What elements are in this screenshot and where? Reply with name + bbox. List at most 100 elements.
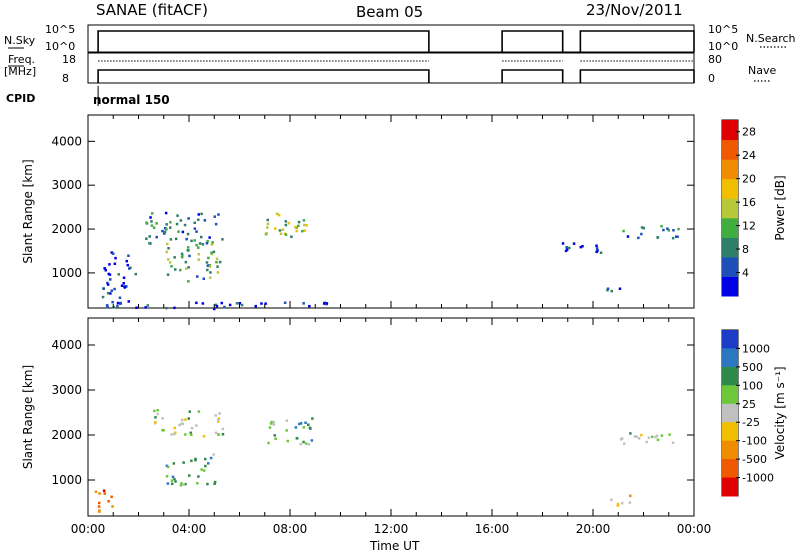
- power-echo-cell: [606, 287, 610, 290]
- velocity-echo-cell: [206, 482, 209, 486]
- power-echo-cell: [181, 254, 184, 257]
- velocity-echo-cell: [170, 479, 174, 482]
- power-echo-cell: [123, 286, 126, 289]
- velocity-colorbar-label: -1000: [742, 472, 774, 485]
- power-echo-cell: [208, 236, 211, 239]
- power-echo-cell: [565, 246, 568, 249]
- power-echo-cell: [135, 306, 138, 309]
- power-echo-cell: [170, 265, 173, 268]
- power-echo-cell: [188, 254, 191, 258]
- power-colorbar-swatch: [722, 139, 738, 160]
- velocity-echo-cell: [651, 435, 654, 439]
- power-echo-cell: [150, 220, 153, 223]
- power-echo-cell: [176, 214, 179, 217]
- power-echo-cell: [218, 260, 222, 264]
- velocity-echo-cell: [655, 434, 659, 438]
- power-echo-cell: [110, 289, 113, 292]
- velocity-echo-cell: [310, 439, 314, 442]
- freq-unit: [MHz]: [4, 65, 36, 78]
- power-echo-cell: [148, 235, 151, 238]
- velocity-echo-cell: [188, 410, 191, 413]
- power-echo-cell: [266, 218, 269, 222]
- velocity-echo-cell: [156, 409, 159, 412]
- power-echo-cell: [150, 224, 154, 227]
- freq-trace-segment: [501, 69, 564, 83]
- beam-label: Beam 05: [356, 3, 424, 21]
- velocity-echo-cell: [302, 426, 305, 429]
- power-echo-cell: [113, 262, 117, 265]
- time-axis-label: Time UT: [369, 539, 420, 553]
- power-colorbar-label: 8: [742, 243, 749, 256]
- power-echo-cell: [660, 225, 663, 228]
- velocity-echo-cell: [213, 482, 216, 485]
- velocity-echo-cell: [190, 433, 193, 436]
- velocity-echo-cell: [170, 433, 173, 436]
- power-echo-cell: [207, 256, 210, 260]
- velocity-echo-cell: [629, 494, 632, 498]
- power-echo-cell: [599, 251, 603, 254]
- power-echo-cell: [165, 223, 168, 226]
- velocity-echo-cell: [197, 475, 200, 478]
- power-echo-cell: [165, 250, 168, 254]
- velocity-echo-cell: [98, 501, 101, 505]
- velocity-echo-cell: [166, 482, 170, 485]
- power-echo-cell: [277, 213, 281, 217]
- power-echo-cell: [675, 235, 678, 238]
- velocity-echo-cell: [204, 457, 207, 461]
- velocity-echo-cell: [217, 420, 220, 423]
- power-echo-cell: [127, 254, 130, 257]
- power-echo-cell: [290, 235, 293, 238]
- power-echo-cell: [111, 300, 114, 304]
- power-echo-cell: [106, 291, 110, 295]
- power-echo-cell: [200, 212, 203, 216]
- velocity-echo-cell: [174, 480, 177, 483]
- cpid-label: CPID: [6, 92, 35, 105]
- freq-tick-low: 8: [62, 72, 69, 85]
- power-echo-cell: [108, 263, 111, 266]
- velocity-echo-cell: [196, 482, 199, 485]
- power-echo-cell: [201, 302, 205, 305]
- velocity-echo-cell: [633, 435, 637, 438]
- power-echo-cell: [195, 301, 198, 305]
- power-colorbar-label: 28: [742, 126, 756, 139]
- power-echo-cell: [177, 230, 180, 233]
- freq-tick-high: 18: [62, 53, 76, 66]
- velocity-echo-cell: [629, 432, 632, 435]
- velocity-echo-cell: [190, 459, 193, 463]
- power-echo-cell: [325, 302, 329, 305]
- velocity-colorbar-label: -100: [742, 435, 767, 448]
- velocity-echo-cell: [94, 490, 98, 493]
- velocity-echo-cell: [216, 418, 220, 421]
- velocity-echo-cell: [620, 501, 624, 505]
- power-echo-cell: [198, 242, 202, 245]
- power-echo-cell: [284, 220, 288, 223]
- cpid-value: normal 150: [93, 93, 170, 107]
- power-echo-cell: [161, 229, 164, 233]
- power-echo-cell: [152, 226, 156, 229]
- power-echo-cell: [220, 301, 223, 305]
- power-echo-cell: [203, 219, 207, 222]
- power-echo-cell: [149, 216, 152, 219]
- nsky-tick-high: 10^5: [45, 23, 75, 36]
- velocity-echo-cell: [214, 414, 217, 417]
- power-echo-cell: [122, 282, 125, 285]
- power-echo-cell: [606, 288, 609, 292]
- power-echo-cell: [297, 224, 300, 228]
- power-echo-cell: [305, 224, 308, 227]
- power-echo-cell: [265, 232, 268, 235]
- velocity-echo-cell: [162, 429, 165, 432]
- power-echo-cell: [640, 226, 644, 229]
- time-tick-label: 12:00: [374, 522, 409, 536]
- power-echo-cell: [266, 226, 269, 229]
- power-echo-cell: [671, 236, 675, 240]
- power-echo-cell: [167, 247, 170, 250]
- velocity-echo-cell: [184, 433, 187, 436]
- velocity-echo-cell: [180, 482, 183, 485]
- velocity-echo-cell: [221, 433, 225, 436]
- velocity-echo-cell: [171, 482, 174, 486]
- velocity-echo-cell: [98, 509, 101, 512]
- power-echo-cell: [626, 235, 630, 238]
- power-echo-cell: [595, 247, 599, 250]
- velocity-echo-cell: [298, 422, 301, 426]
- power-echo-cell: [610, 289, 613, 293]
